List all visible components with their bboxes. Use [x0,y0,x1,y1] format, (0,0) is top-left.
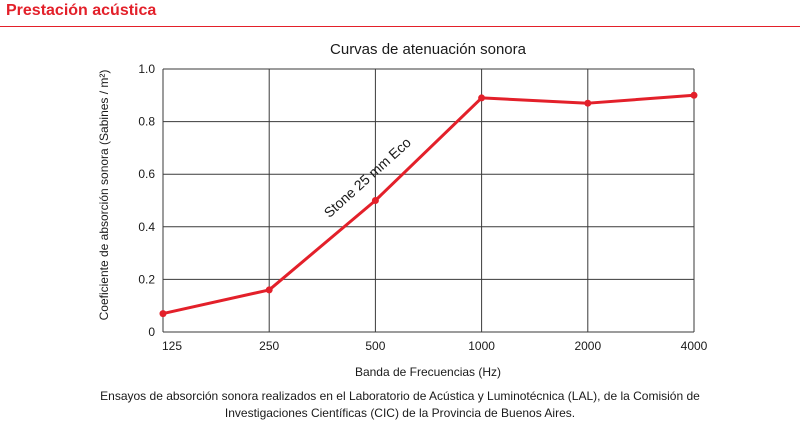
section-title: Prestación acústica [6,2,157,19]
series-line [162,93,695,316]
chart-grid [162,68,695,333]
x-tick-label: 1000 [468,339,495,353]
y-tick-label: 0.6 [138,167,155,181]
x-axis-label: Banda de Frecuencias (Hz) [355,365,501,379]
data-point [371,197,379,204]
x-tick-label: 500 [365,339,385,353]
x-axis-ticks: 125 250 500 1000 2000 4000 [162,339,708,353]
chart-series: Stone 25 mm Eco [159,91,698,318]
data-point [584,99,592,107]
chart-title: Curvas de atenuación sonora [330,41,527,58]
y-tick-label: 0 [148,325,155,339]
footnote-line-2: Investigaciones Científicas (CIC) de la … [224,406,576,420]
data-point [265,286,273,294]
data-point [690,91,698,99]
y-tick-label: 1.0 [138,62,155,76]
footnote: Ensayos de absorción sonora realizados e… [60,388,740,422]
data-point [478,94,486,102]
y-tick-label: 0.4 [138,220,155,234]
data-point [159,310,167,318]
x-tick-label: 4000 [681,339,708,353]
x-tick-label: 2000 [574,339,601,353]
y-tick-label: 0.8 [138,115,155,129]
x-tick-label: 250 [259,339,279,353]
y-tick-label: 0.2 [138,272,155,286]
footnote-line-1: Ensayos de absorción sonora realizados e… [100,389,700,403]
y-axis-ticks: 0 0.2 0.4 0.6 0.8 1.0 [138,62,155,339]
x-tick-label: 125 [162,339,182,353]
section-divider [0,26,800,27]
y-axis-label: Coeficiente de absorción sonora (Sabines… [97,70,111,321]
